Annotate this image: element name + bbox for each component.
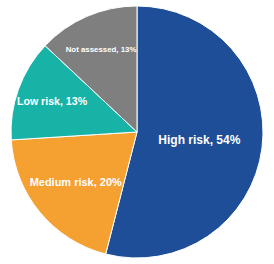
svg-text:Low risk, 13%: Low risk, 13% (17, 95, 88, 107)
svg-text:Not assessed, 13%: Not assessed, 13% (66, 45, 137, 54)
svg-text:Medium risk, 20%: Medium risk, 20% (30, 176, 122, 188)
svg-text:High risk, 54%: High risk, 54% (158, 133, 240, 147)
